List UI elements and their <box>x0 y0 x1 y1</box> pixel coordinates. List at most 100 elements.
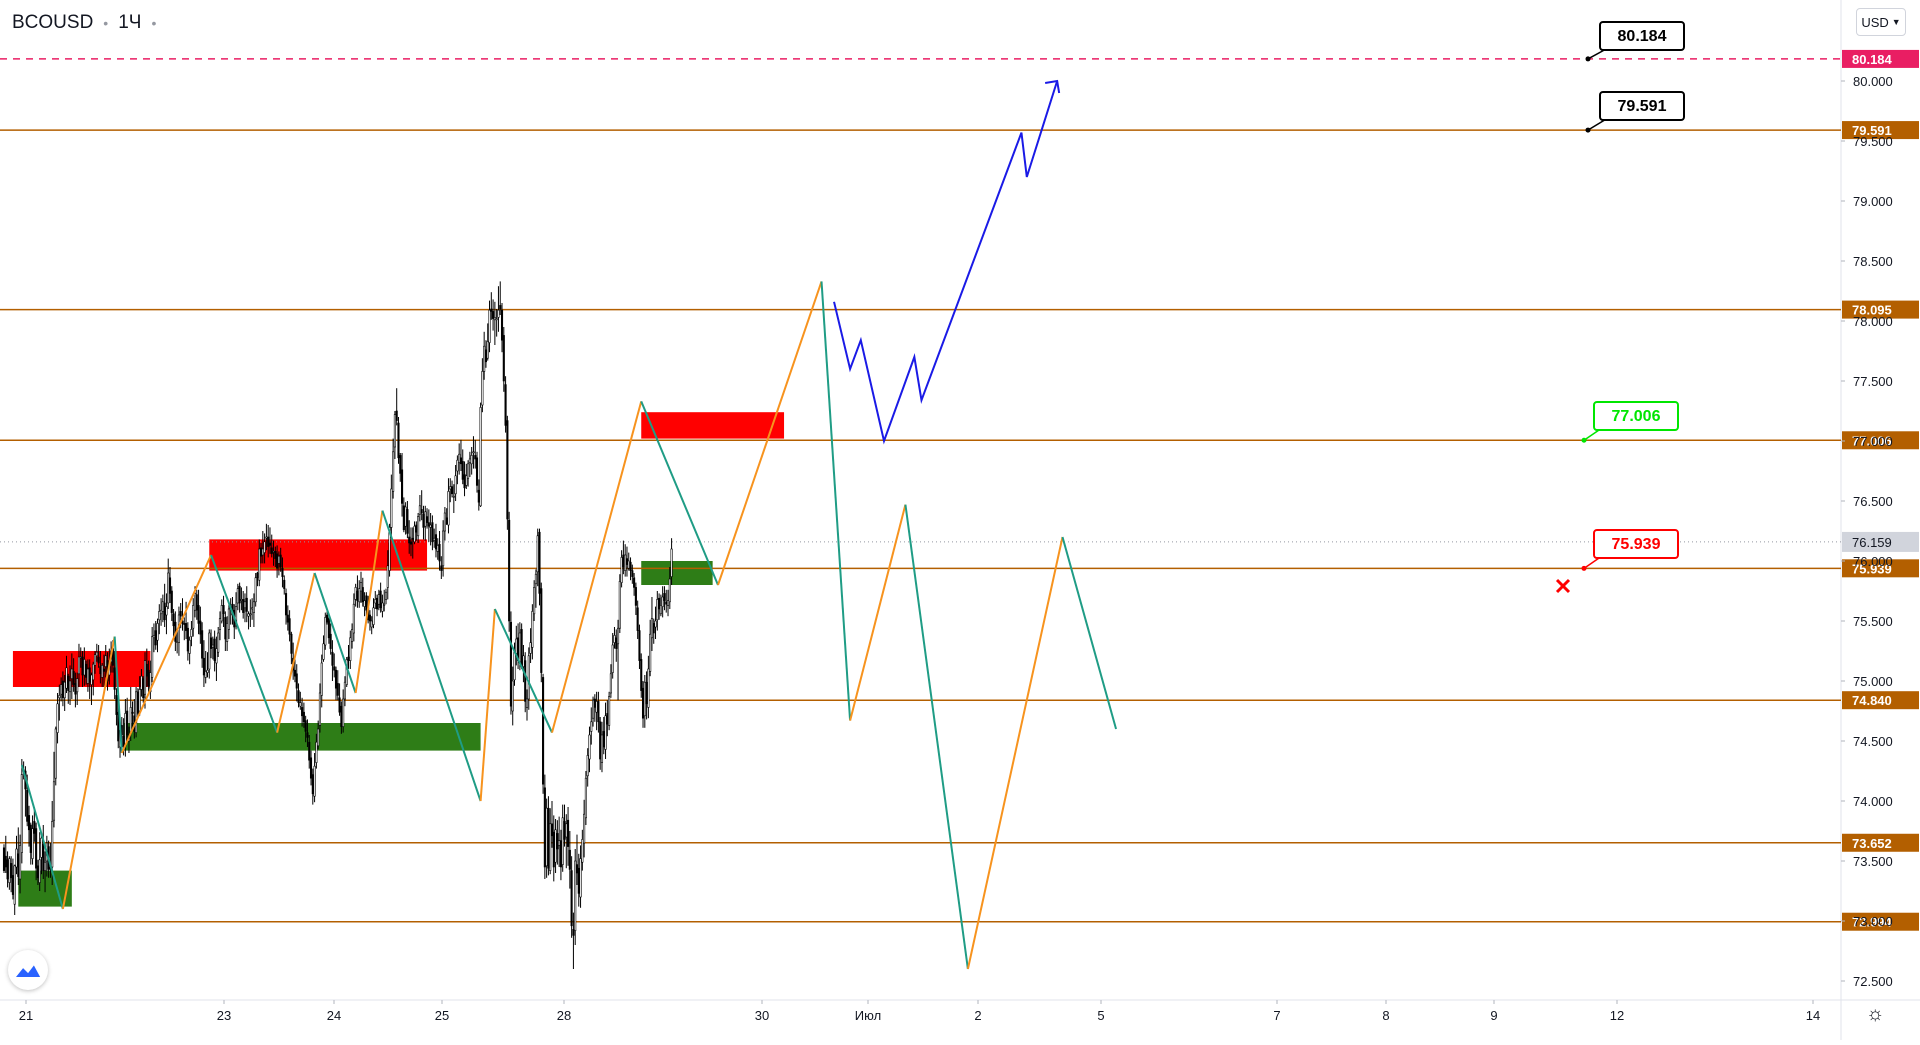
candle-body <box>188 639 191 654</box>
candle-body <box>418 505 421 515</box>
candle <box>42 825 45 879</box>
x-tick-label: 24 <box>327 1008 341 1023</box>
interval-label[interactable]: 1Ч <box>118 12 142 33</box>
candle-body <box>286 614 289 623</box>
candle-body <box>274 551 277 559</box>
candle-body <box>183 623 186 625</box>
candle-body <box>204 671 207 678</box>
candle <box>413 521 416 545</box>
forecast-arrowhead <box>1044 79 1061 94</box>
candle-body <box>333 666 336 671</box>
candle <box>345 657 348 687</box>
candle-body <box>538 531 541 594</box>
candle-body <box>595 701 598 713</box>
candle-body <box>358 588 361 603</box>
candle-body <box>97 656 100 664</box>
candle-body <box>411 537 414 540</box>
candle-body <box>113 667 116 690</box>
candle <box>226 616 229 651</box>
tradingview-logo-icon[interactable] <box>8 950 48 990</box>
candle <box>440 556 443 579</box>
candle-body <box>90 674 93 685</box>
candle <box>17 827 20 885</box>
candle <box>652 618 655 644</box>
candle-body <box>490 308 493 312</box>
candle-body <box>652 623 655 634</box>
candle-body <box>633 577 636 588</box>
candle-body <box>561 817 564 865</box>
candle <box>102 654 106 687</box>
candle <box>659 594 662 617</box>
x-tick-label: 14 <box>1806 1008 1820 1023</box>
candle <box>347 645 350 669</box>
level-price-label: 74.840 <box>1852 693 1892 708</box>
symbol-title[interactable]: BCOUSD • 1Ч • <box>12 12 156 34</box>
candle-body <box>156 623 159 641</box>
candle-body <box>606 713 609 725</box>
candle-body <box>540 588 543 673</box>
candle <box>267 525 270 558</box>
candle-body <box>567 819 570 847</box>
candle <box>263 533 266 564</box>
candle-body <box>525 698 529 708</box>
candle <box>500 303 504 353</box>
candle <box>436 538 439 560</box>
candle-body <box>492 311 495 319</box>
candle <box>215 636 218 681</box>
candle-body <box>459 457 463 465</box>
candle <box>11 858 14 900</box>
candle <box>351 623 354 649</box>
candle-body <box>336 683 339 696</box>
currency-button[interactable]: USD ▼ <box>1856 8 1906 36</box>
candle <box>634 582 637 615</box>
gear-icon[interactable]: ☼ <box>1866 1003 1885 1025</box>
candle <box>483 331 486 380</box>
candle-body <box>404 506 407 527</box>
candle-body <box>115 695 118 715</box>
candle <box>499 281 502 315</box>
candle <box>168 567 172 603</box>
candle-body <box>293 669 297 677</box>
candle-body <box>99 666 102 675</box>
candle <box>420 490 423 521</box>
candle-body <box>559 840 562 868</box>
candle <box>370 616 373 635</box>
candle <box>93 651 97 674</box>
candle <box>649 619 652 677</box>
candle <box>511 666 514 726</box>
candle <box>192 598 195 637</box>
candle-body <box>261 548 264 556</box>
candle <box>331 640 334 681</box>
candle <box>10 856 13 893</box>
candle <box>579 845 582 908</box>
zigzag-segment <box>210 554 279 733</box>
candle-body <box>456 459 459 472</box>
candle-body <box>290 633 293 654</box>
candle-body <box>19 845 22 880</box>
candle-body <box>479 407 482 507</box>
candle-body <box>575 864 579 874</box>
candle-body <box>265 536 268 539</box>
candle-body <box>65 667 68 689</box>
candle-body <box>151 636 154 678</box>
candle-body <box>622 554 625 568</box>
symbol-name: BCOUSD <box>12 12 94 33</box>
zigzag-segment <box>20 764 64 910</box>
candle <box>668 567 671 609</box>
candle <box>661 586 664 618</box>
candle-body <box>558 840 561 846</box>
level-price-label: 79.591 <box>1852 123 1892 138</box>
candle-body <box>258 548 261 581</box>
candle-body <box>640 659 643 691</box>
candle <box>442 520 445 577</box>
candle-body <box>72 671 75 685</box>
candle <box>627 552 630 571</box>
candle <box>201 622 204 668</box>
candle <box>372 598 375 629</box>
candle <box>210 629 213 659</box>
candle-body <box>276 553 279 569</box>
candle <box>484 340 488 368</box>
candle-body <box>591 699 595 719</box>
